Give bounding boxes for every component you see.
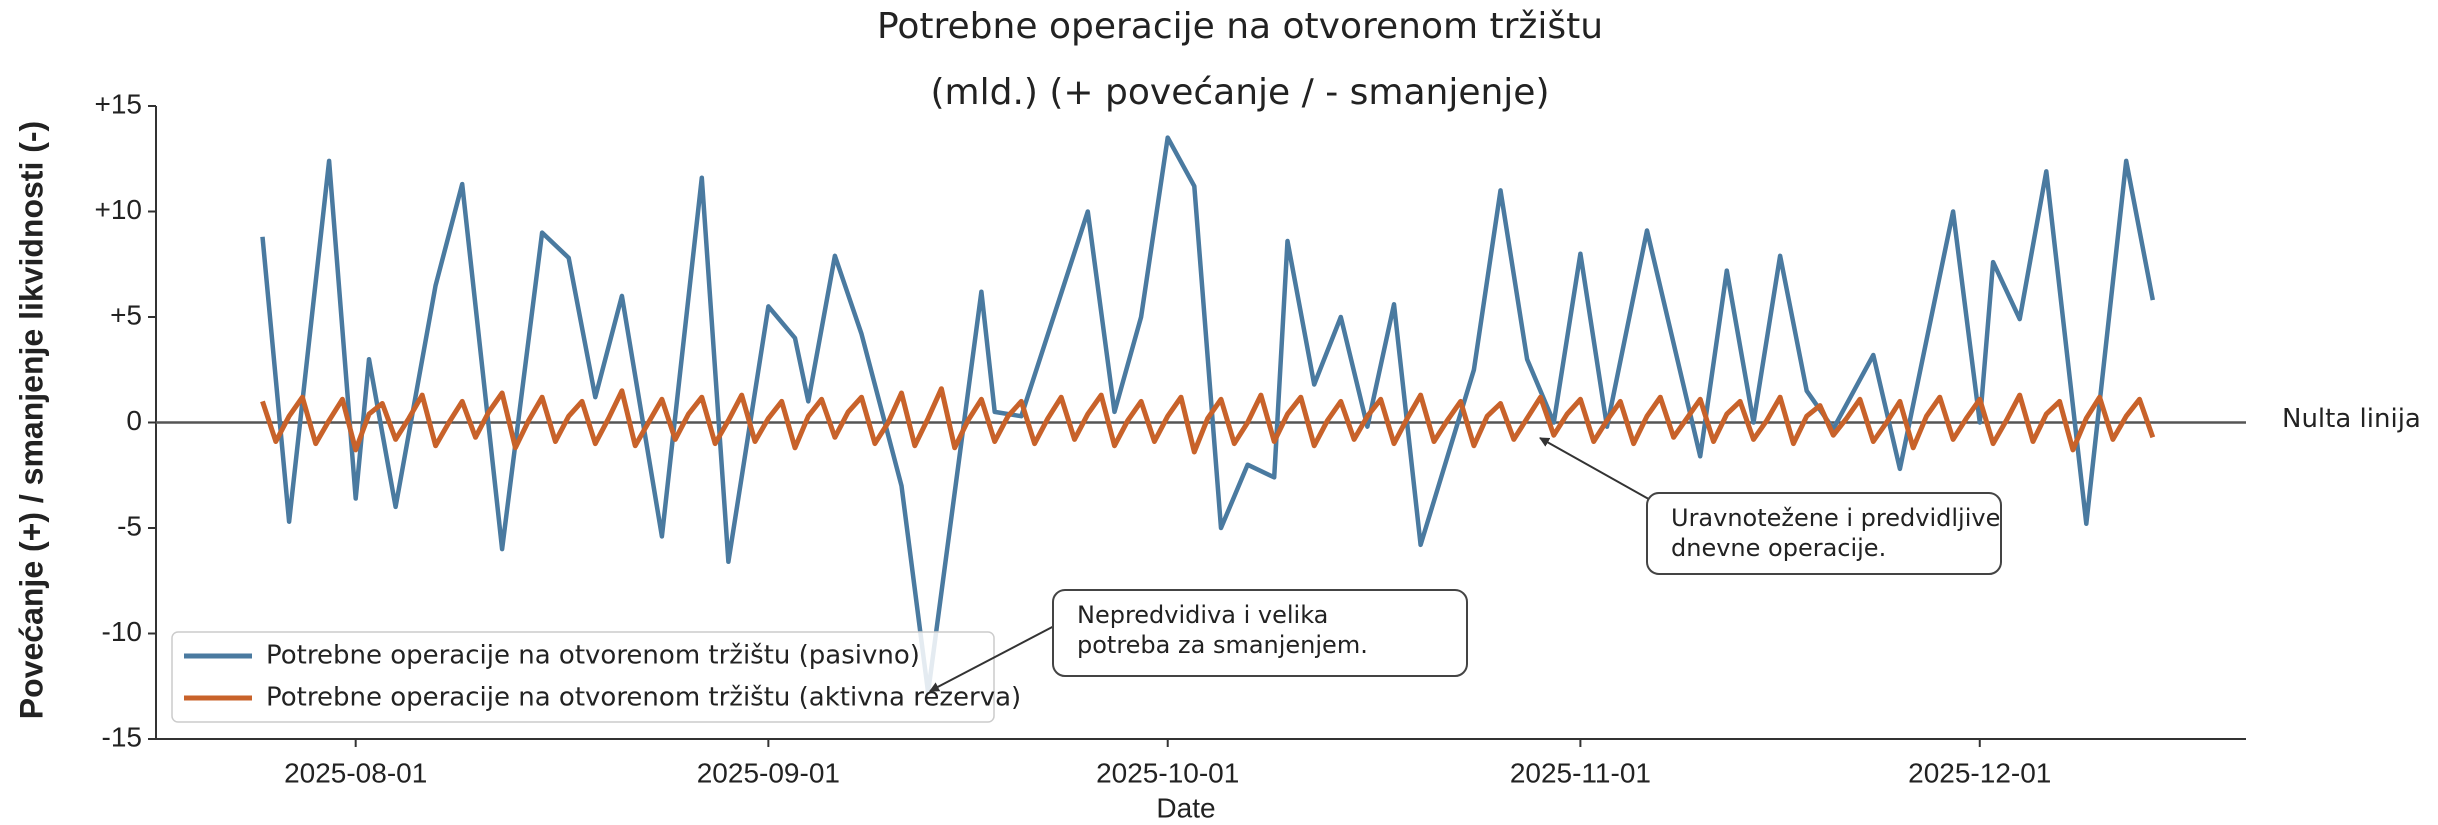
- x-axis-label: Date: [1156, 792, 1215, 823]
- series-line: [260, 386, 2156, 455]
- annotation-arrow: [929, 623, 1059, 692]
- annotation-text: Nepredvidiva i velika: [1077, 601, 1328, 629]
- y-tick-label: +15: [95, 88, 143, 119]
- legend-label: Potrebne operacije na otvorenom tržištu …: [266, 683, 1021, 713]
- annotation-arrow: [1539, 437, 1655, 503]
- annotation-text: Uravnotežene i predvidljive: [1671, 504, 2000, 532]
- x-tick-label: 2025-11-01: [1510, 757, 1651, 788]
- y-tick-label: +10: [95, 194, 143, 225]
- y-tick-label: -15: [102, 721, 142, 752]
- y-tick-label: 0: [126, 405, 142, 436]
- reference-line-label: Nulta linija: [2282, 404, 2421, 434]
- x-tick-label: 2025-09-01: [697, 757, 840, 788]
- annotation-text: dnevne operacije.: [1671, 534, 1886, 562]
- annotation-text: potreba za smanjenjem.: [1077, 631, 1368, 659]
- annotation-box: [1646, 492, 2002, 575]
- y-axis-label: Povećanje (+) / smanjenje likvidnosti (-…: [13, 121, 49, 719]
- x-tick-label: 2025-12-01: [1908, 757, 2051, 788]
- y-tick-label: +5: [110, 299, 142, 330]
- chart-title: Potrebne operacije na otvorenom tržištu: [877, 6, 1603, 47]
- y-tick-label: -10: [102, 616, 142, 647]
- chart-subtitle: (mld.) (+ povećanje / - smanjenje): [930, 72, 1549, 113]
- legend-label: Potrebne operacije na otvorenom tržištu …: [266, 641, 920, 671]
- y-tick-label: -5: [117, 510, 142, 541]
- x-tick-label: 2025-10-01: [1096, 757, 1239, 788]
- legend-box: [171, 631, 995, 723]
- x-tick-label: 2025-08-01: [284, 757, 427, 788]
- annotation-box: [1052, 589, 1468, 677]
